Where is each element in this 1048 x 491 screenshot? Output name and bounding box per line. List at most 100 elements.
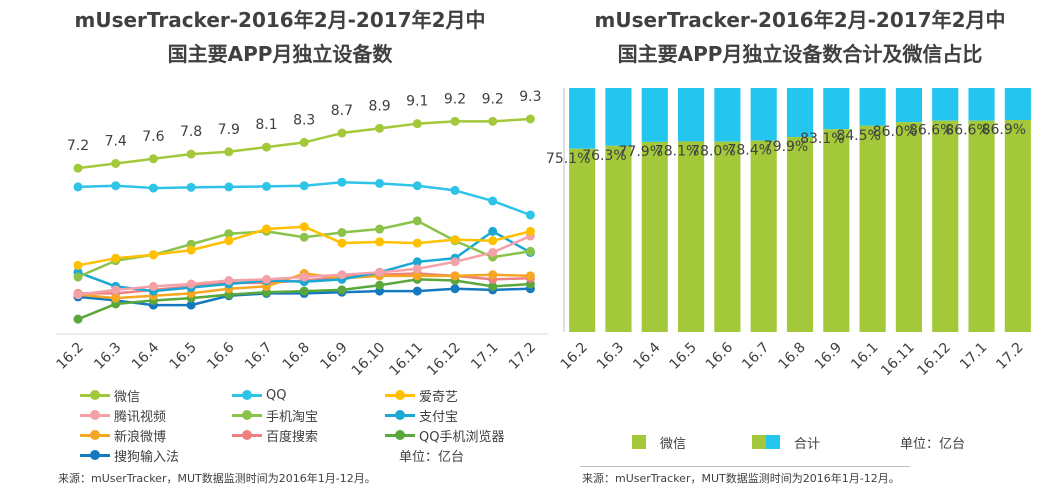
series-point <box>375 123 385 133</box>
data-label: 7.4 <box>105 133 127 149</box>
series-point <box>375 237 385 247</box>
series-point <box>262 274 271 284</box>
x-tick-label: 17.1 <box>957 340 990 373</box>
legend-label: QQ <box>266 387 287 403</box>
legend-alipay: 支付宝 <box>385 406 458 425</box>
series-point <box>73 163 83 173</box>
bar-data-label: 76.3% <box>582 148 626 164</box>
legend-label: 爱奇艺 <box>419 389 459 405</box>
series-point <box>525 114 535 124</box>
bar-wechat <box>641 141 668 332</box>
bar-data-label: 86.6% <box>909 123 953 139</box>
legend-baidu-search: 百度搜索 <box>232 426 319 445</box>
legend-qq-browser: QQ手机浏览器 <box>385 426 505 445</box>
series-point <box>450 235 460 245</box>
legend-label: 新浪微博 <box>114 429 167 445</box>
series-point <box>299 222 309 232</box>
bar-wechat <box>678 141 705 332</box>
x-tick-label: 16.7 <box>739 340 772 373</box>
x-tick-label: 16.8 <box>280 340 313 373</box>
series-point <box>375 224 385 234</box>
legend-label: 微信 <box>114 389 141 405</box>
legend-label: 百度搜索 <box>266 429 319 445</box>
bar-wechat <box>605 145 632 332</box>
right-title-line1: mUserTracker-2016年2月-2017年2月中 <box>594 8 1006 32</box>
series-point <box>224 182 234 192</box>
source-divider <box>580 466 910 467</box>
bar-data-label: 86.0% <box>873 124 917 140</box>
series-point <box>337 177 347 187</box>
legend-label: 微信 <box>660 436 687 452</box>
legend-sina-weibo: 新浪微博 <box>80 426 167 445</box>
legend-right-wechat: 微信 <box>632 433 687 452</box>
legend-label: 搜狗输入法 <box>114 449 180 465</box>
bar-wechat <box>859 125 886 332</box>
left-source-note: 来源：mUserTracker，MUT数据监测时间为2016年1月-12月。 <box>58 472 376 485</box>
series-point <box>186 149 196 159</box>
bar-total <box>932 88 959 121</box>
x-tick-label: 16.9 <box>317 340 350 373</box>
legend-sogou-input: 搜狗输入法 <box>80 446 180 465</box>
bar-total <box>968 88 995 121</box>
bar-data-label: 78.1% <box>655 143 699 159</box>
legend-label: QQ手机浏览器 <box>419 429 505 445</box>
series-point <box>73 272 83 282</box>
series-point <box>337 285 347 295</box>
bar-data-label: 75.1% <box>546 151 590 167</box>
series-point <box>111 181 121 191</box>
series-point <box>412 119 422 129</box>
series-point <box>111 158 121 168</box>
left-unit-label: 单位：亿台 <box>399 449 465 465</box>
series-point <box>73 260 83 270</box>
bar-total <box>1004 88 1031 120</box>
bar-total <box>750 88 777 141</box>
bar-total <box>786 88 814 138</box>
x-tick-label: 16.2 <box>53 340 86 373</box>
series-point <box>73 314 83 324</box>
bar-wechat <box>968 120 995 332</box>
series-point <box>412 216 422 226</box>
legend-right-total: 合计 <box>752 433 820 452</box>
right-source-note: 来源：mUserTracker，MUT数据监测时间为2016年1月-12月。 <box>582 472 900 485</box>
series-point <box>375 267 385 277</box>
bar-wechat <box>750 140 777 332</box>
series-point <box>488 281 498 291</box>
data-label: 8.1 <box>255 117 277 133</box>
series-point <box>375 178 385 188</box>
x-tick-label: 16.7 <box>242 340 275 373</box>
x-tick-label: 16.10 <box>349 340 389 380</box>
series-point <box>224 147 234 157</box>
data-label: 9.3 <box>519 89 541 105</box>
bar-wechat <box>1004 119 1031 333</box>
x-tick-label: 16.2 <box>558 340 591 373</box>
legend-taobao: 手机淘宝 <box>232 406 318 425</box>
left-chart-title: mUserTracker-2016年2月-2017年2月中 国主要APP月独立设… <box>40 3 520 71</box>
series-point <box>111 253 121 263</box>
x-tick-label: 16.6 <box>703 339 736 372</box>
series-point <box>525 271 535 281</box>
series-point <box>525 226 535 236</box>
series-point <box>525 246 535 256</box>
series-point <box>148 281 158 291</box>
bar-total <box>859 88 886 126</box>
x-tick-label: 16.3 <box>91 340 124 373</box>
legend-swatch-a <box>752 435 766 449</box>
series-point <box>412 271 422 281</box>
left-title-line2: 国主要APP月独立设备数 <box>167 42 393 66</box>
series-point <box>450 284 460 294</box>
bar-total <box>823 88 850 130</box>
series-point <box>488 196 498 206</box>
x-tick-label: 16.5 <box>167 340 200 373</box>
series-point <box>186 245 196 255</box>
x-tick-label: 16.11 <box>386 340 426 380</box>
series-point <box>450 116 460 126</box>
x-tick-label: 16.4 <box>630 339 663 372</box>
series-point <box>488 226 498 236</box>
x-tick-label: 17.2 <box>993 340 1026 373</box>
series-point <box>299 181 309 191</box>
series-point <box>299 272 309 282</box>
series-point <box>73 182 83 192</box>
series-point <box>450 271 460 281</box>
x-tick-label: 16.6 <box>204 339 237 372</box>
bar-wechat <box>714 141 741 332</box>
